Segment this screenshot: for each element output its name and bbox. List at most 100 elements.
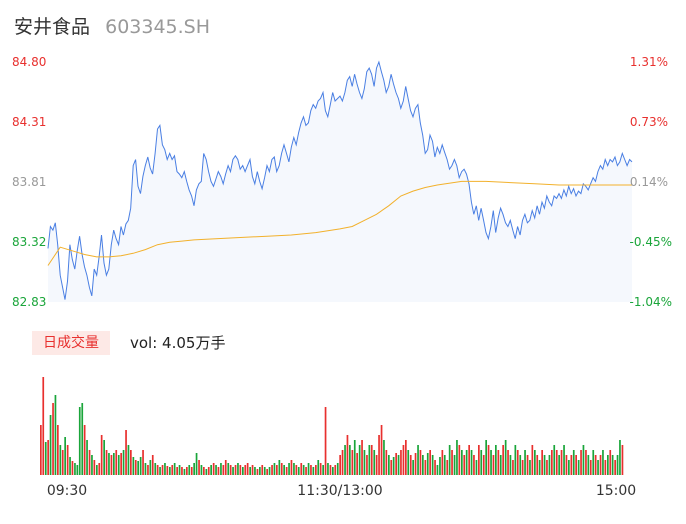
volume-bar — [142, 450, 144, 475]
volume-tab[interactable]: 日成交量 — [32, 331, 110, 355]
stock-code: 603345.SH — [105, 16, 211, 38]
volume-bar — [249, 467, 251, 475]
volume-bar — [592, 450, 595, 475]
volume-bar — [98, 463, 101, 475]
volume-bar — [44, 442, 47, 475]
volume-bar — [356, 453, 358, 475]
volume-bar — [568, 460, 570, 475]
volume-bar — [351, 450, 354, 475]
volume-bar — [546, 460, 548, 475]
volume-bar — [42, 377, 45, 475]
volume-bar — [205, 469, 208, 475]
stock-name: 安井食品 — [14, 16, 91, 38]
volume-bar — [220, 463, 222, 475]
volume-bar — [237, 463, 239, 475]
volume-bar — [164, 463, 166, 475]
volume-bar — [448, 445, 451, 475]
volume-bar — [609, 450, 612, 475]
volume-bar — [344, 445, 346, 475]
volume-bar — [156, 465, 159, 475]
volume-bar — [52, 403, 54, 475]
volume-bar — [514, 445, 517, 475]
volume-bar — [409, 455, 412, 475]
volume-bar — [346, 435, 349, 475]
volume-bar — [453, 455, 456, 475]
volume-bar — [555, 450, 558, 475]
volume-bar — [504, 440, 507, 475]
volume-bar — [490, 450, 492, 475]
volume-bar — [259, 467, 261, 475]
volume-bar — [594, 455, 597, 475]
volume-bar — [563, 445, 565, 475]
volume-bar — [254, 467, 256, 475]
volume-bar — [103, 440, 105, 475]
volume-bar — [480, 450, 483, 475]
volume-bar — [336, 463, 339, 475]
volume-bar — [443, 455, 446, 475]
volume-bar — [203, 467, 205, 475]
volume-bar — [151, 455, 154, 475]
volume-bar — [507, 450, 509, 475]
volume-bar — [516, 450, 519, 475]
volume-bar — [93, 460, 96, 475]
volume-layer — [40, 377, 624, 475]
volume-bar — [86, 440, 88, 475]
volume-bar — [502, 445, 504, 475]
volume-bar — [81, 403, 84, 475]
volume-bar — [117, 455, 120, 475]
volume-bar — [560, 450, 563, 475]
volume-bar — [71, 461, 74, 475]
volume-bar — [100, 435, 103, 475]
volume-bar — [207, 467, 210, 475]
volume-bar — [169, 467, 171, 475]
y-tick-label: 83.32 — [12, 235, 46, 249]
volume-bar — [144, 463, 147, 475]
volume-bar — [487, 445, 490, 475]
volume-bar — [149, 460, 152, 475]
volume-bar — [186, 467, 188, 475]
volume-bar — [485, 440, 487, 475]
volume-bar — [380, 425, 383, 475]
volume-bar — [451, 450, 453, 475]
volume-bar — [441, 450, 444, 475]
volume-bar — [341, 450, 344, 475]
volume-bar — [388, 455, 390, 475]
volume-bar — [378, 435, 380, 475]
volume-bar — [212, 463, 215, 475]
volume-bar — [392, 457, 395, 475]
volume-bar — [278, 460, 281, 475]
volume-bar — [607, 455, 609, 475]
volume-bar — [370, 445, 373, 475]
volume-bar — [334, 465, 337, 475]
volume-bar — [461, 450, 463, 475]
volume-bar — [305, 467, 307, 475]
volume-bar — [587, 455, 590, 475]
volume-bar — [529, 460, 531, 475]
volume-bar — [526, 455, 529, 475]
volume-bar — [422, 455, 424, 475]
volume-bar — [47, 440, 49, 475]
volume-bar — [285, 467, 288, 475]
volume-bar — [198, 460, 200, 475]
volume-bar — [616, 455, 619, 475]
volume-bar — [582, 445, 585, 475]
volume-bar — [266, 469, 268, 475]
volume-bar — [361, 440, 363, 475]
volume-bar — [139, 457, 142, 475]
volume-bar — [368, 445, 371, 475]
volume-bar — [261, 465, 264, 475]
volume-bar — [575, 455, 577, 475]
pct-tick-label: -1.04% — [630, 295, 672, 309]
volume-bar — [120, 453, 122, 475]
volume-bar — [210, 465, 212, 475]
volume-readout: vol: 4.05万手 — [130, 334, 226, 352]
volume-bar — [366, 455, 368, 475]
volume-bar — [161, 465, 164, 475]
volume-bar — [402, 445, 405, 475]
volume-bar — [122, 450, 125, 475]
volume-bar — [436, 465, 439, 475]
volume-bar — [276, 465, 278, 475]
volume-bar — [302, 465, 305, 475]
volume-bar — [619, 440, 621, 475]
volume-bar — [74, 463, 76, 475]
